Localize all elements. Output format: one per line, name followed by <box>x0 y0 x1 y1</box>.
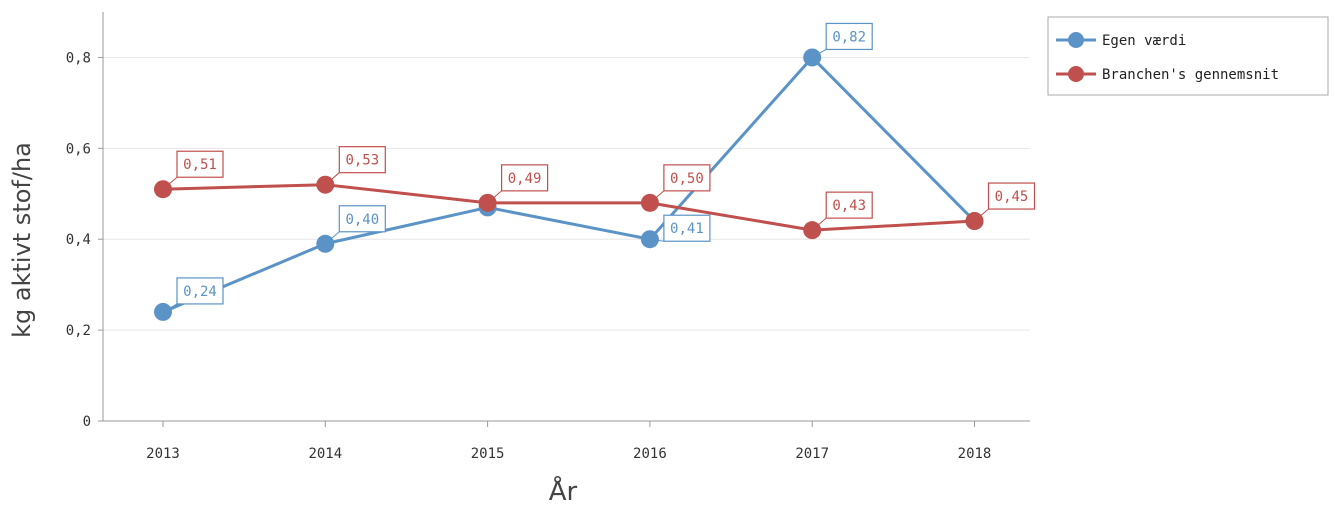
data-label-box <box>176 150 224 178</box>
x-tick-label: 2015 <box>471 446 505 462</box>
data-label: 0,49 <box>508 171 542 187</box>
series-line-0 <box>162 55 976 314</box>
series-line-1 <box>162 183 975 232</box>
x-tick-label: 2013 <box>146 446 180 462</box>
legend: Egen værdi Branchen's gennemsnit <box>1047 16 1329 96</box>
data-label: 0,45 <box>995 189 1029 205</box>
data-label: 0,53 <box>345 153 379 169</box>
data-label: 0,82 <box>832 29 866 45</box>
data-label-box <box>663 214 711 242</box>
data-label-box <box>338 146 386 174</box>
data-label-box <box>663 164 711 192</box>
legend-label: Egen værdi <box>1102 33 1186 49</box>
y-tick-label: 0,4 <box>66 232 91 248</box>
data-label-leader <box>974 208 989 222</box>
data-label-box <box>987 182 1036 210</box>
data-label-leader <box>649 190 665 204</box>
data-label: 0,43 <box>832 198 866 214</box>
x-tick-label: 2014 <box>308 446 342 462</box>
x-axis-title: År <box>549 475 578 507</box>
data-label-box <box>176 277 224 305</box>
axes <box>102 12 1030 422</box>
x-tick-label: 2018 <box>958 446 992 462</box>
data-label-leader <box>811 217 827 231</box>
data-labels: 0,24 0,40 0,41 0,82 0,51 0,53 0,49 0,50 0,43 0,45 <box>162 22 1036 313</box>
x-tick-label: 2016 <box>633 446 667 462</box>
data-label-box <box>338 205 386 233</box>
legend-marker <box>1068 32 1084 48</box>
data-label-leader <box>324 172 340 186</box>
data-label-box <box>501 164 549 192</box>
x-axis-ticks: 2013 2014 2015 2016 2017 2018 <box>146 421 991 462</box>
data-label: 0,50 <box>670 171 704 187</box>
data-label: 0,41 <box>670 221 704 237</box>
y-tick-label: 0,8 <box>66 50 91 66</box>
y-tick-label: 0,2 <box>66 323 91 339</box>
y-axis-ticks: 0 0,2 0,4 0,6 0,8 <box>66 50 103 430</box>
y-tick-label: 0 <box>83 414 91 430</box>
data-label-leader <box>162 303 178 313</box>
y-tick-label: 0,6 <box>66 141 91 157</box>
data-label: 0,51 <box>183 157 217 173</box>
data-label-box <box>825 22 873 51</box>
legend-box <box>1047 16 1329 96</box>
data-label-leader <box>811 49 827 58</box>
data-label-leader <box>649 238 664 242</box>
gridlines <box>103 56 1030 331</box>
data-label-box <box>825 191 873 219</box>
legend-marker <box>1068 66 1084 82</box>
data-label: 0,24 <box>183 284 217 300</box>
legend-label: Branchen's gennemsnit <box>1102 67 1279 83</box>
x-tick-label: 2017 <box>795 446 829 462</box>
y-axis-title: kg aktivt stof/ha <box>8 142 36 338</box>
data-label-leader <box>162 176 178 190</box>
data-label-leader <box>324 231 340 245</box>
data-label-leader <box>487 190 502 204</box>
series-group <box>154 48 984 321</box>
data-label: 0,40 <box>345 212 379 228</box>
